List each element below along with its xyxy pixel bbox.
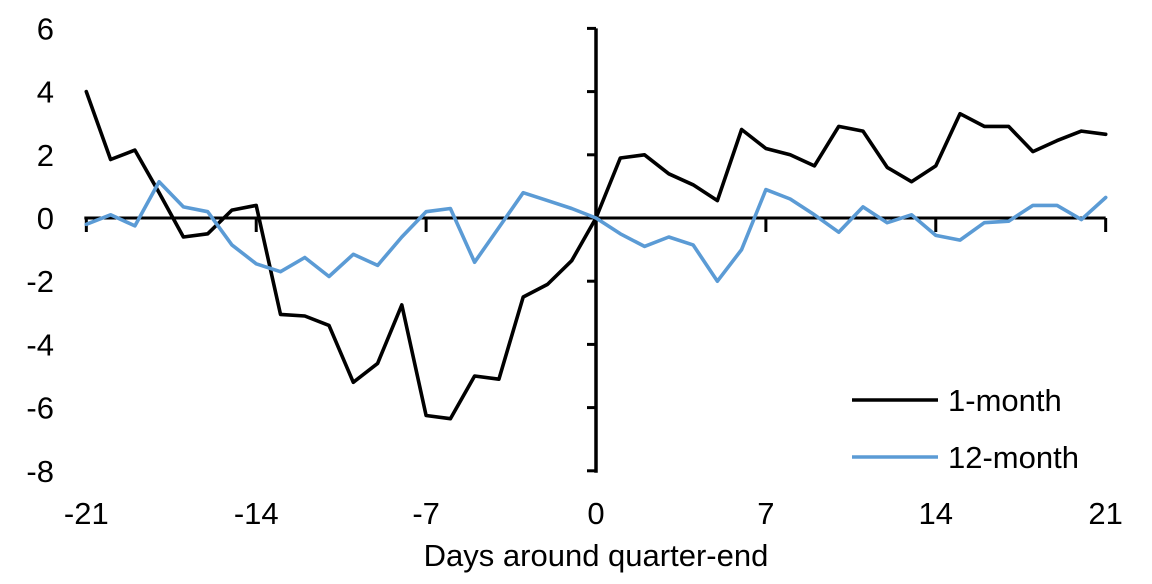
y-tick-label: 4: [37, 75, 54, 110]
x-tick-label: 7: [757, 496, 774, 531]
x-tick-label: -7: [412, 496, 440, 531]
legend-label-12-month: 12-month: [948, 440, 1079, 475]
y-tick-label: -4: [26, 327, 54, 362]
x-tick-label: -14: [234, 496, 279, 531]
legend-label-1-month: 1-month: [948, 383, 1062, 418]
y-tick-label: -8: [26, 454, 54, 489]
y-tick-label: -2: [26, 264, 54, 299]
series-line-12-month: [84, 179, 1108, 284]
y-tick-label: 0: [37, 201, 54, 236]
x-tick-label: 0: [587, 496, 604, 531]
series-lines: [84, 89, 1108, 421]
x-tick-label: 21: [1088, 496, 1122, 531]
y-tick-label: 2: [37, 138, 54, 173]
x-axis-title: Days around quarter-end: [424, 538, 769, 573]
x-axis-tick-labels: -21 -14 -7 0 7 14 21: [64, 496, 1123, 531]
legend: 1-month 12-month: [852, 383, 1079, 475]
y-tick-label: -6: [26, 391, 54, 426]
y-axis-tick-labels: 6 4 2 0 -2 -4 -6 -8: [26, 11, 54, 488]
x-tick-label: -21: [64, 496, 109, 531]
x-tick-label: 14: [919, 496, 953, 531]
y-tick-label: 6: [37, 11, 54, 46]
